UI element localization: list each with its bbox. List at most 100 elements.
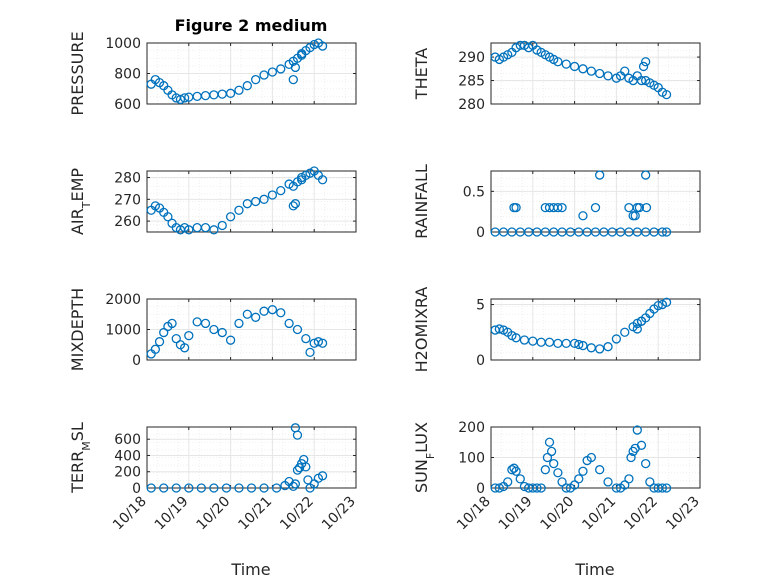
sun_flux-point [611, 483, 622, 493]
h2omixra-ylabel: H2OMIXRA [412, 287, 431, 373]
terr_msl-point [171, 483, 181, 493]
sun_flux-point [657, 483, 668, 493]
h2omixra-point [653, 301, 663, 311]
rainfall-point [590, 202, 601, 213]
h2omixra-point [569, 338, 580, 349]
theta-point [569, 61, 580, 72]
h2omixra-point [636, 316, 647, 326]
air_temp-point [163, 212, 173, 222]
pressure-point [267, 67, 278, 77]
sun_flux-point [641, 458, 651, 469]
terr_msl-point [234, 483, 244, 493]
sun_flux-point [546, 446, 557, 457]
sun_flux-point [595, 465, 605, 475]
mixdepth-point [305, 347, 315, 358]
pressure-point [225, 88, 236, 98]
h2omixra-point [595, 344, 605, 354]
rainfall-point [595, 170, 605, 180]
mixdepth-point [284, 318, 294, 329]
air_temp-point [317, 175, 328, 185]
air_temp-point [259, 194, 269, 204]
terr_msl-point [196, 483, 206, 493]
x-tick-label: 10/20 [194, 494, 234, 534]
theta-point [561, 59, 571, 69]
pressure-point [242, 81, 252, 91]
h2omixra-point [632, 324, 642, 334]
x-axis-label-right: Time [574, 560, 614, 579]
y-tick-label: 1000 [105, 323, 141, 339]
sun_flux-point [561, 483, 571, 493]
h2omixra-point [511, 333, 521, 343]
y-tick-label: 600 [114, 432, 141, 448]
terr_msl-point [209, 483, 219, 493]
air_temp-point [297, 172, 307, 183]
sun_flux-point [586, 452, 596, 463]
rainfall-point [641, 202, 652, 213]
sun_flux-point [578, 466, 588, 476]
sun_flux-point [549, 458, 559, 469]
theta-point [620, 66, 630, 76]
air_temp-point [242, 199, 252, 209]
x-tick-label: 10/19 [496, 494, 536, 534]
mixdepth-point [200, 318, 211, 329]
x-tick-label: 10/18 [110, 494, 150, 534]
sun_flux-point [507, 465, 517, 475]
h2omixra-subplot: 0 5 H2OMIXRA [412, 287, 701, 373]
y-tick-label: 280 [458, 97, 485, 113]
x-tick-label: 10/23 [663, 494, 703, 534]
x-tick-label: 10/23 [319, 494, 359, 534]
rainfall-subplot: 0 0.5 RAINFALL [412, 164, 701, 241]
terr_msl-ylabel: TERRMSL [68, 422, 93, 494]
terr_msl-point [221, 483, 232, 493]
air_temp-point [225, 212, 236, 222]
pressure-point [251, 74, 261, 85]
sun_flux-point [632, 425, 642, 435]
theta-point [641, 57, 651, 67]
pressure-subplot: 600 800 1000 PRESSURE [68, 31, 357, 116]
sun_flux-point [626, 452, 636, 463]
air_temp-point [251, 196, 261, 207]
sun_flux-point [574, 474, 584, 484]
h2omixra-point [494, 324, 505, 334]
sun_flux-point [532, 483, 542, 493]
terr_msl-point [288, 481, 298, 492]
y-tick-label: 0 [476, 481, 485, 497]
theta-subplot: 280 285 290 THETA [412, 40, 701, 113]
sun_flux-ylabel: SUNFLUX [412, 422, 437, 493]
h2omixra-point [574, 339, 584, 350]
mixdepth-point [184, 330, 194, 341]
terr_msl-point [146, 483, 156, 493]
x-tick-label: 10/22 [277, 494, 317, 534]
theta-point [515, 40, 525, 50]
h2omixra-point [611, 334, 622, 344]
y-tick-label: 800 [114, 67, 141, 83]
mixdepth-point [292, 324, 303, 335]
rainfall-point [634, 202, 645, 213]
theta-point [595, 68, 605, 79]
y-tick-label: 290 [458, 50, 485, 66]
terr_msl-point [301, 462, 311, 472]
terr_msl-point [184, 483, 194, 493]
rainfall-point [553, 202, 563, 213]
y-tick-label: 260 [114, 214, 141, 230]
mixdepth-point [225, 335, 236, 345]
sun_flux-point [569, 480, 580, 490]
y-tick-label: 1000 [105, 36, 141, 52]
mixdepth-point [267, 305, 278, 315]
terr_msl-axes-frame [146, 426, 357, 489]
y-tick-label: 280 [114, 171, 141, 187]
pressure-point [179, 93, 190, 103]
y-tick-label: 200 [458, 420, 485, 436]
rainfall-point [657, 227, 668, 237]
mixdepth-point [159, 327, 169, 338]
air_temp-point [184, 225, 194, 235]
sun_flux-point [515, 474, 525, 484]
air_temp-point [234, 205, 244, 215]
x-tick-label: 10/21 [579, 494, 619, 534]
h2omixra-point [620, 327, 630, 337]
pressure-point [297, 50, 307, 60]
sun_flux-point [620, 480, 630, 490]
y-tick-label: 0 [132, 353, 141, 369]
